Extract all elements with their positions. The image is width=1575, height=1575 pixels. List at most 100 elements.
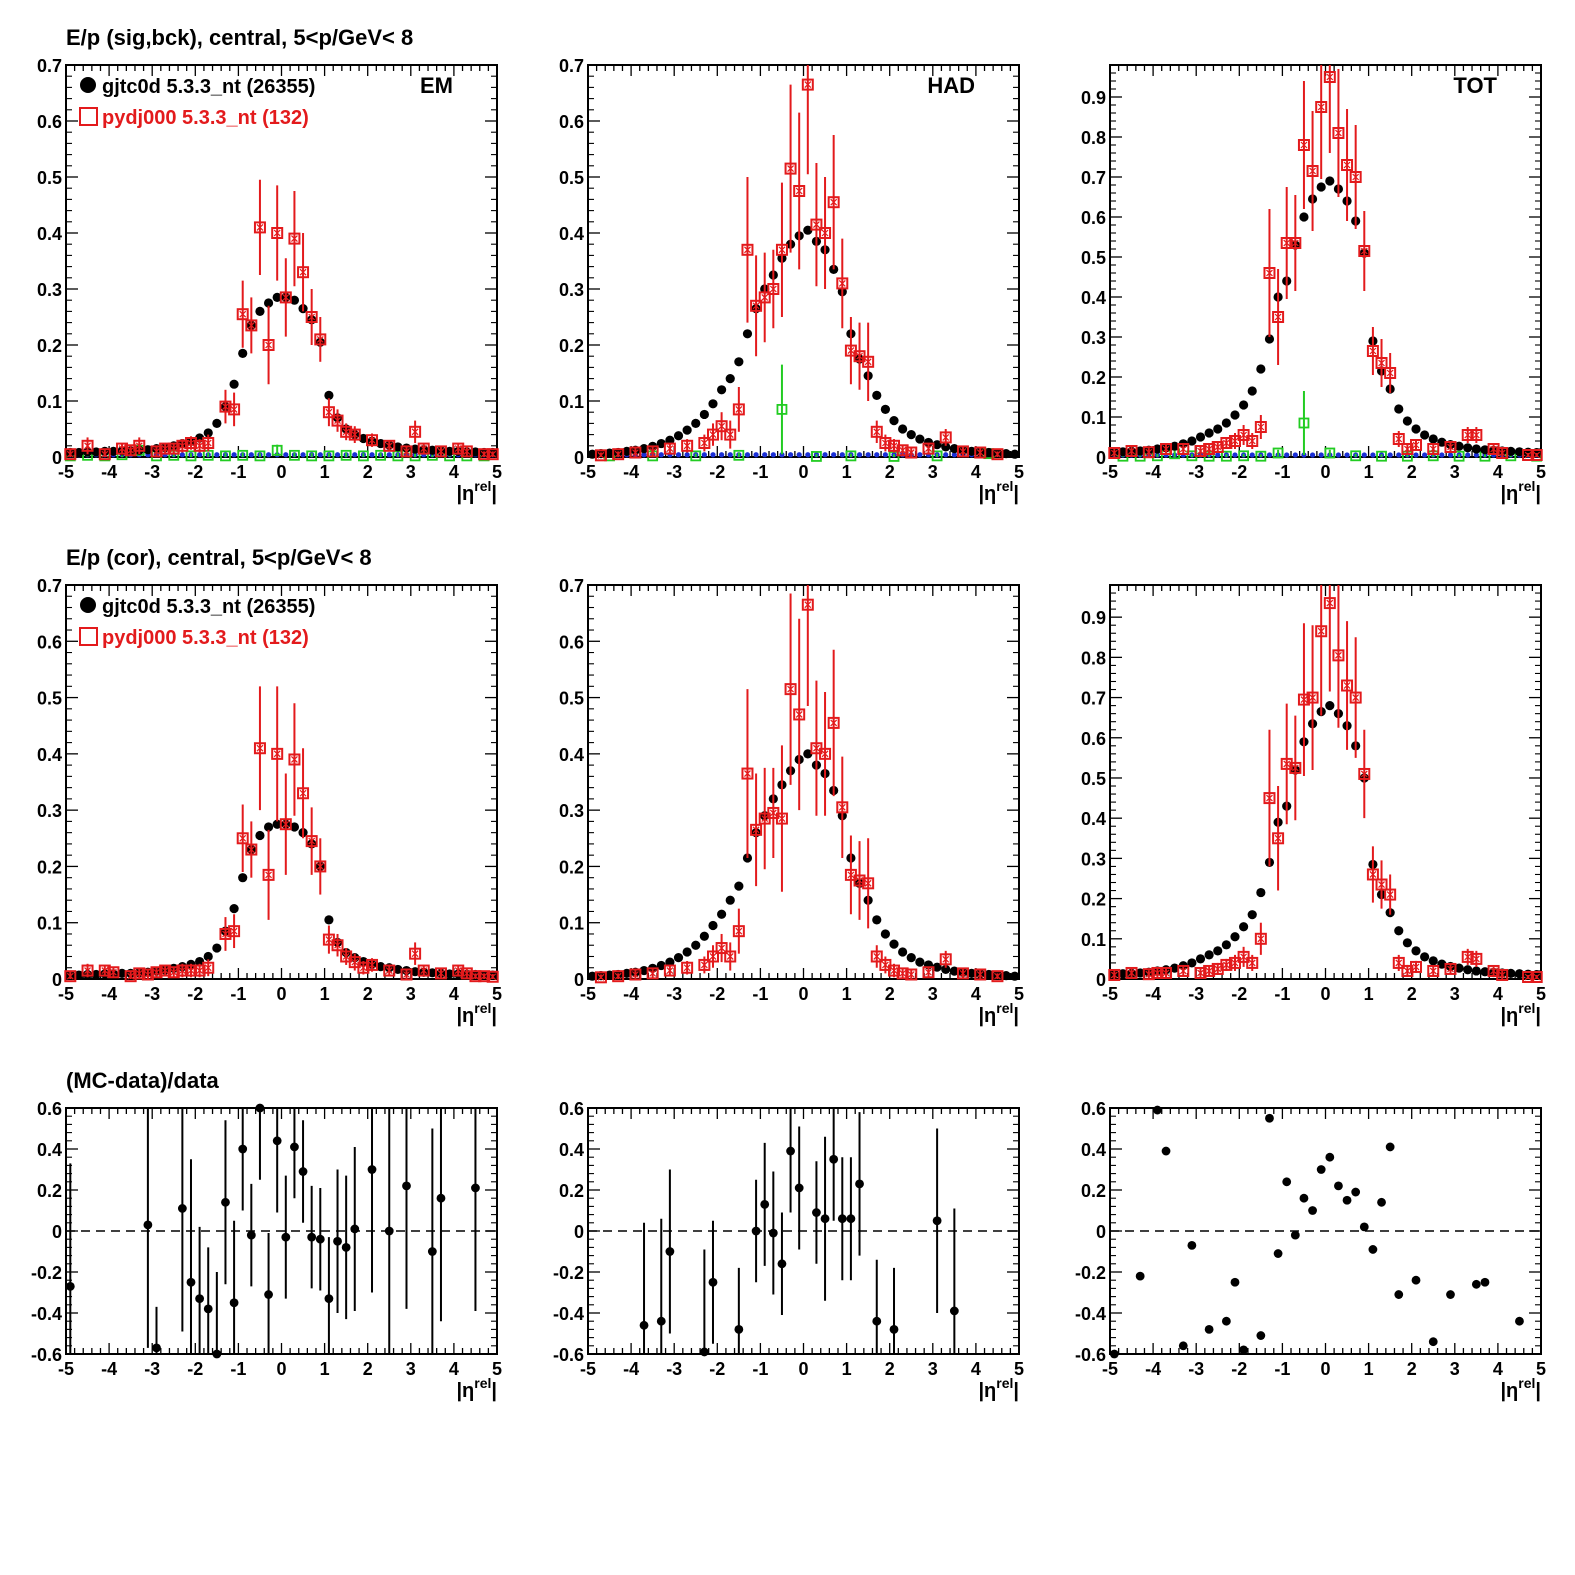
x-tick-label: -2: [1231, 1359, 1247, 1379]
point-data: [932, 962, 942, 972]
point-mc-cross: [769, 285, 777, 293]
point-ratio: [1471, 1279, 1481, 1289]
point-mc-cross: [925, 968, 932, 976]
point-ratio: [768, 1228, 778, 1238]
x-tick-label: 2: [1407, 462, 1417, 482]
point-mc-cross: [66, 972, 74, 980]
point-ratio: [1325, 1152, 1335, 1162]
y-tick-label: 0.7: [37, 576, 62, 596]
point-mc: [1323, 71, 1336, 83]
x-tick-label: 3: [1450, 1359, 1460, 1379]
point-mc: [305, 311, 318, 323]
point-data: [1402, 938, 1412, 948]
point-mc: [1297, 139, 1310, 151]
point-mc-cross: [1128, 447, 1135, 455]
point-mc-cross: [84, 442, 91, 450]
x-tick-label: -2: [1231, 462, 1247, 482]
point-mc: [741, 767, 754, 780]
point-mc: [1358, 245, 1371, 257]
point-mc-cross: [1257, 935, 1265, 943]
point-mc: [801, 598, 814, 611]
point-mc-cross: [316, 863, 324, 870]
point-blue: [770, 452, 776, 458]
point-mc: [1142, 446, 1155, 459]
x-tick-label: -1: [752, 1359, 768, 1379]
point-data: [1239, 400, 1249, 410]
point-blue: [951, 452, 957, 458]
point-ratio: [212, 1349, 222, 1359]
point-mc-cross: [597, 973, 605, 981]
point-data: [906, 430, 916, 440]
point-mc: [141, 968, 154, 981]
point-blue: [1473, 452, 1479, 458]
point-mc-cross: [1335, 651, 1342, 659]
point-mc: [1306, 691, 1319, 704]
x-tick-label: -1: [1274, 984, 1290, 1004]
point-ratio: [1273, 1249, 1283, 1258]
point-mc-cross: [247, 846, 255, 853]
point-mc: [383, 439, 396, 452]
point-mc: [1427, 443, 1440, 455]
x-tick-label: -5: [58, 462, 74, 482]
point-data: [691, 940, 701, 950]
y-tick-label: 0: [52, 970, 62, 990]
x-axis-label: |ηrel|: [456, 1375, 497, 1402]
x-tick-label: 2: [885, 1359, 895, 1379]
point-mc: [870, 950, 883, 963]
x-tick-label: -1: [230, 984, 246, 1004]
point-mc-cross: [187, 967, 195, 974]
point-data: [1118, 969, 1128, 979]
point-green: [1324, 447, 1336, 459]
point-mc: [434, 967, 447, 980]
x-tick-label: 3: [928, 1359, 938, 1379]
point-data: [717, 385, 727, 395]
x-tick-label: 0: [798, 462, 808, 482]
point-mc-cross: [368, 436, 376, 444]
point-mc-cross: [976, 449, 984, 456]
point-data: [1230, 410, 1240, 420]
point-data: [1010, 449, 1020, 459]
point-data: [1325, 701, 1335, 711]
point-data: [725, 895, 735, 905]
point-mc: [340, 425, 353, 438]
x-tick-label: -1: [230, 462, 246, 482]
point-blue: [865, 452, 871, 458]
point-mc-cross: [700, 961, 708, 969]
point-ratio: [195, 1294, 205, 1304]
point-mc: [478, 970, 491, 983]
point-blue: [831, 452, 837, 458]
point-mc: [1203, 443, 1216, 455]
point-ratio: [1308, 1206, 1317, 1215]
x-tick-label: -4: [1145, 1359, 1161, 1379]
point-mc-cross: [1360, 247, 1368, 255]
panel-tag: TOT: [1453, 73, 1497, 98]
point-mc-cross: [1403, 967, 1411, 975]
point-mc: [262, 868, 275, 881]
point-ratio: [1368, 1245, 1378, 1254]
point-mc: [1349, 691, 1362, 704]
point-ratio: [1135, 1271, 1145, 1281]
point-ratio: [341, 1243, 351, 1252]
point-mc: [1332, 127, 1345, 139]
point-mc-cross: [1205, 967, 1213, 975]
point-mc: [1280, 237, 1293, 249]
point-mc: [176, 964, 189, 977]
point-mc: [1272, 311, 1285, 323]
point-mc-cross: [299, 268, 307, 276]
x-tick-label: -5: [580, 984, 596, 1004]
point-ratio: [829, 1154, 839, 1164]
point-mc-cross: [385, 967, 393, 974]
x-tick-label: -5: [58, 984, 74, 1004]
point-mc-cross: [1386, 891, 1394, 898]
point-mc-cross: [135, 442, 143, 450]
y-tick-label: 0.4: [1081, 1140, 1106, 1160]
point-data: [91, 969, 101, 980]
point-ratio: [290, 1142, 299, 1152]
point-data: [889, 416, 899, 426]
point-ratio: [402, 1181, 411, 1191]
x-tick-label: 2: [885, 984, 895, 1004]
point-mc: [594, 449, 607, 462]
x-tick-label: 4: [971, 984, 981, 1004]
point-mc: [167, 442, 180, 455]
x-tick-label: -1: [752, 984, 768, 1004]
